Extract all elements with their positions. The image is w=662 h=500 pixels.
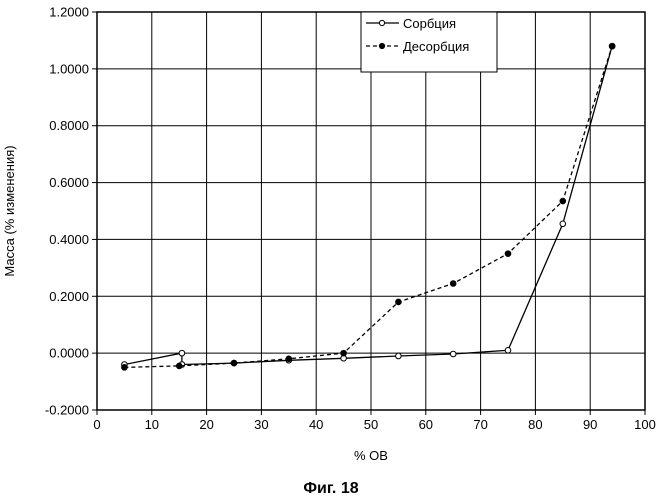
data-point-desorption xyxy=(341,350,347,356)
data-point-desorption xyxy=(286,356,292,362)
y-tick-label: 1.2000 xyxy=(49,5,89,20)
legend-marker-desorption xyxy=(379,43,384,48)
x-tick-label: 100 xyxy=(634,417,656,432)
x-tick-label: 50 xyxy=(364,417,378,432)
x-tick-label: 70 xyxy=(473,417,487,432)
data-point-desorption xyxy=(122,365,128,371)
x-tick-label: 20 xyxy=(199,417,213,432)
figure-caption: Фиг. 18 xyxy=(303,480,358,497)
data-point-sorption xyxy=(450,351,456,357)
x-tick-label: 40 xyxy=(309,417,323,432)
x-axis-ticks: 0 10 20 30 40 50 60 70 80 90 100 xyxy=(93,410,655,432)
data-point-sorption xyxy=(560,221,566,227)
y-tick-label: 0.2000 xyxy=(49,289,89,304)
x-tick-label: 30 xyxy=(254,417,268,432)
x-tick-label: 60 xyxy=(419,417,433,432)
y-tick-label: 1.0000 xyxy=(49,61,89,76)
legend-marker-sorption xyxy=(379,20,384,25)
series-line-desorption xyxy=(124,46,612,367)
legend: Сорбция Десорбция xyxy=(361,12,497,72)
data-point-desorption xyxy=(176,363,182,369)
y-tick-label: 0.8000 xyxy=(49,118,89,133)
y-axis-ticks: -0.2000 0.0000 0.2000 0.4000 0.6000 0.8000 1.0… xyxy=(45,5,97,418)
data-point-sorption xyxy=(396,353,402,359)
x-tick-label: 90 xyxy=(583,417,597,432)
data-point-sorption xyxy=(505,348,511,354)
legend-label-sorption: Сорбция xyxy=(403,16,456,31)
x-axis-title: % ОВ xyxy=(354,448,388,463)
data-point-desorption xyxy=(450,281,456,287)
data-point-sorption xyxy=(179,350,185,356)
y-axis-title: Масса (% изменения) xyxy=(2,145,17,276)
data-point-desorption xyxy=(609,43,615,49)
y-tick-label: 0.0000 xyxy=(49,346,89,361)
y-tick-label: 0.6000 xyxy=(49,175,89,190)
x-tick-label: 80 xyxy=(528,417,542,432)
data-point-desorption xyxy=(560,198,566,204)
data-point-desorption xyxy=(231,360,237,366)
series-line-sorption xyxy=(124,46,612,364)
series-group xyxy=(122,43,615,370)
x-tick-label: 0 xyxy=(93,417,100,432)
y-tick-label: -0.2000 xyxy=(45,403,89,418)
x-tick-label: 10 xyxy=(145,417,159,432)
legend-label-desorption: Десорбция xyxy=(403,39,469,54)
y-tick-label: 0.4000 xyxy=(49,232,89,247)
data-point-desorption xyxy=(505,251,511,257)
data-point-desorption xyxy=(396,299,402,305)
